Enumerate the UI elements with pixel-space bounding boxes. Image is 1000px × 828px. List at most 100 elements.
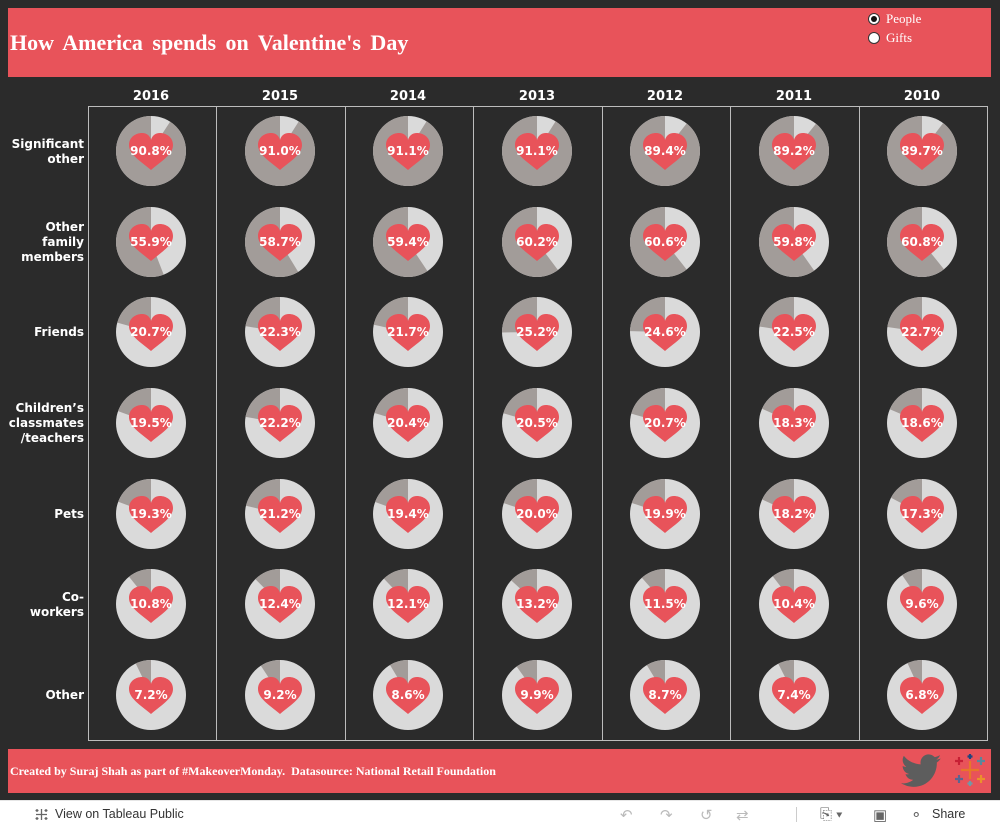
pie-cell: 24.6% — [630, 297, 700, 367]
pie-value-label: 20.0% — [516, 507, 558, 521]
pie-value-label: 89.4% — [644, 144, 686, 158]
heart-icon — [386, 133, 430, 170]
heart-icon — [515, 405, 559, 442]
pie-value-label: 19.4% — [387, 507, 429, 521]
share-button[interactable]: Share — [932, 807, 966, 821]
heart-icon — [900, 496, 944, 533]
share-icon[interactable]: ⚬ — [910, 807, 923, 824]
row-label-friends: Friends — [34, 325, 84, 339]
tableau-toolbar: View on Tableau Public ↶ ↷ ↺ ⇄ ⎘ ▾ ▣ ⚬ S… — [0, 800, 1000, 828]
pie-cell: 9.2% — [245, 660, 315, 730]
pie-value-label: 19.9% — [644, 507, 686, 521]
heart-icon — [515, 677, 559, 714]
pie-cell: 60.8% — [887, 207, 957, 277]
pie-cell: 13.2% — [502, 569, 572, 639]
pie-cell: 19.4% — [373, 479, 443, 549]
heart-icon — [129, 586, 173, 623]
pie-value-label: 19.3% — [130, 507, 172, 521]
heart-icon — [643, 224, 687, 261]
pie-value-label: 20.5% — [516, 416, 558, 430]
pie-value-label: 59.4% — [387, 235, 429, 249]
row-label-coworkers: Co- workers — [29, 590, 84, 619]
heart-icon — [129, 314, 173, 351]
pie-cell: 17.3% — [887, 479, 957, 549]
toggle-option-gifts[interactable]: Gifts — [868, 29, 912, 47]
pie-value-label: 10.8% — [130, 597, 172, 611]
header-banner: How America spends on Valentine's Day — [8, 8, 991, 77]
heart-icon — [900, 677, 944, 714]
pie-cell: 10.4% — [759, 569, 829, 639]
pie-value-label: 18.6% — [901, 416, 943, 430]
pie-cell: 9.6% — [887, 569, 957, 639]
heart-icon — [515, 496, 559, 533]
heart-icon — [258, 133, 302, 170]
row-label-pets: Pets — [54, 507, 84, 521]
undo-icon[interactable]: ↶ — [620, 807, 633, 824]
pie-value-label: 13.2% — [516, 597, 558, 611]
pie-cell: 59.4% — [372, 207, 443, 277]
radio-people[interactable] — [868, 13, 880, 25]
heart-icon — [643, 133, 687, 170]
heart-icon — [900, 405, 944, 442]
pie-value-label: 9.9% — [520, 688, 553, 702]
toggle-option-people[interactable]: People — [868, 10, 921, 28]
pie-value-label: 9.2% — [263, 688, 296, 702]
toolbar-divider — [796, 807, 797, 822]
pie-value-label: 12.4% — [259, 597, 301, 611]
pie-value-label: 22.3% — [259, 325, 301, 339]
year-header-2015: 2015 — [261, 89, 299, 104]
heart-icon — [643, 677, 687, 714]
pie-value-label: 22.5% — [773, 325, 815, 339]
footer-banner: Created by Suraj Shah as part of #Makeov… — [8, 749, 991, 793]
revert-icon[interactable]: ↺ — [700, 807, 713, 824]
heart-icon — [258, 586, 302, 623]
heart-icon — [900, 133, 944, 170]
download-icon[interactable]: ⎘ ▾ — [820, 806, 843, 823]
pie-cell: 58.7% — [244, 207, 315, 278]
year-header-2014: 2014 — [389, 89, 427, 104]
heart-icon — [772, 224, 816, 261]
pie-cell: 19.9% — [630, 479, 700, 549]
pie-cell: 12.1% — [373, 569, 443, 639]
redo-icon[interactable]: ↷ — [660, 807, 673, 824]
heart-icon — [772, 405, 816, 442]
refresh-icon[interactable]: ⇄ — [736, 807, 749, 824]
heart-icon — [386, 405, 430, 442]
toggle-label-gifts: Gifts — [886, 30, 912, 45]
pie-value-label: 18.2% — [773, 507, 815, 521]
pie-value-label: 22.7% — [901, 325, 943, 339]
pie-cell: 21.7% — [373, 297, 443, 367]
pie-cell: 55.9% — [115, 207, 186, 277]
row-label-children: Children’s classmates /teachers — [8, 401, 84, 445]
view-on-tableau-link[interactable]: View on Tableau Public — [55, 807, 184, 821]
heart-icon — [386, 224, 430, 261]
pie-value-label: 18.3% — [773, 416, 815, 430]
pie-value-label: 8.6% — [391, 688, 424, 702]
twitter-icon[interactable] — [901, 754, 941, 788]
pie-cell: 89.4% — [630, 116, 701, 186]
column-divider — [345, 106, 346, 741]
heart-icon — [900, 224, 944, 261]
pie-value-label: 6.8% — [905, 688, 938, 702]
pie-cell: 20.5% — [502, 388, 572, 458]
fullscreen-icon[interactable]: ▣ — [873, 807, 888, 824]
heart-icon — [900, 586, 944, 623]
heart-icon — [772, 133, 816, 170]
year-header-2010: 2010 — [903, 89, 941, 104]
pie-value-label: 11.5% — [644, 597, 686, 611]
pie-cell: 8.6% — [373, 660, 443, 730]
radio-gifts[interactable] — [868, 32, 880, 44]
pie-cell: 8.7% — [630, 660, 700, 730]
pie-value-label: 60.8% — [901, 235, 943, 249]
pie-value-label: 7.2% — [134, 688, 167, 702]
pie-cell: 18.3% — [759, 388, 829, 458]
heart-icon — [386, 496, 430, 533]
heart-icon — [129, 405, 173, 442]
tableau-brand-icon[interactable] — [953, 753, 987, 787]
pie-cell: 60.2% — [501, 207, 572, 277]
page-title: How America spends on Valentine's Day — [10, 30, 409, 55]
pie-cell: 7.4% — [759, 660, 829, 730]
pie-value-label: 10.4% — [773, 597, 815, 611]
pie-cell: 19.3% — [116, 479, 186, 549]
pie-cell: 9.9% — [502, 660, 572, 730]
